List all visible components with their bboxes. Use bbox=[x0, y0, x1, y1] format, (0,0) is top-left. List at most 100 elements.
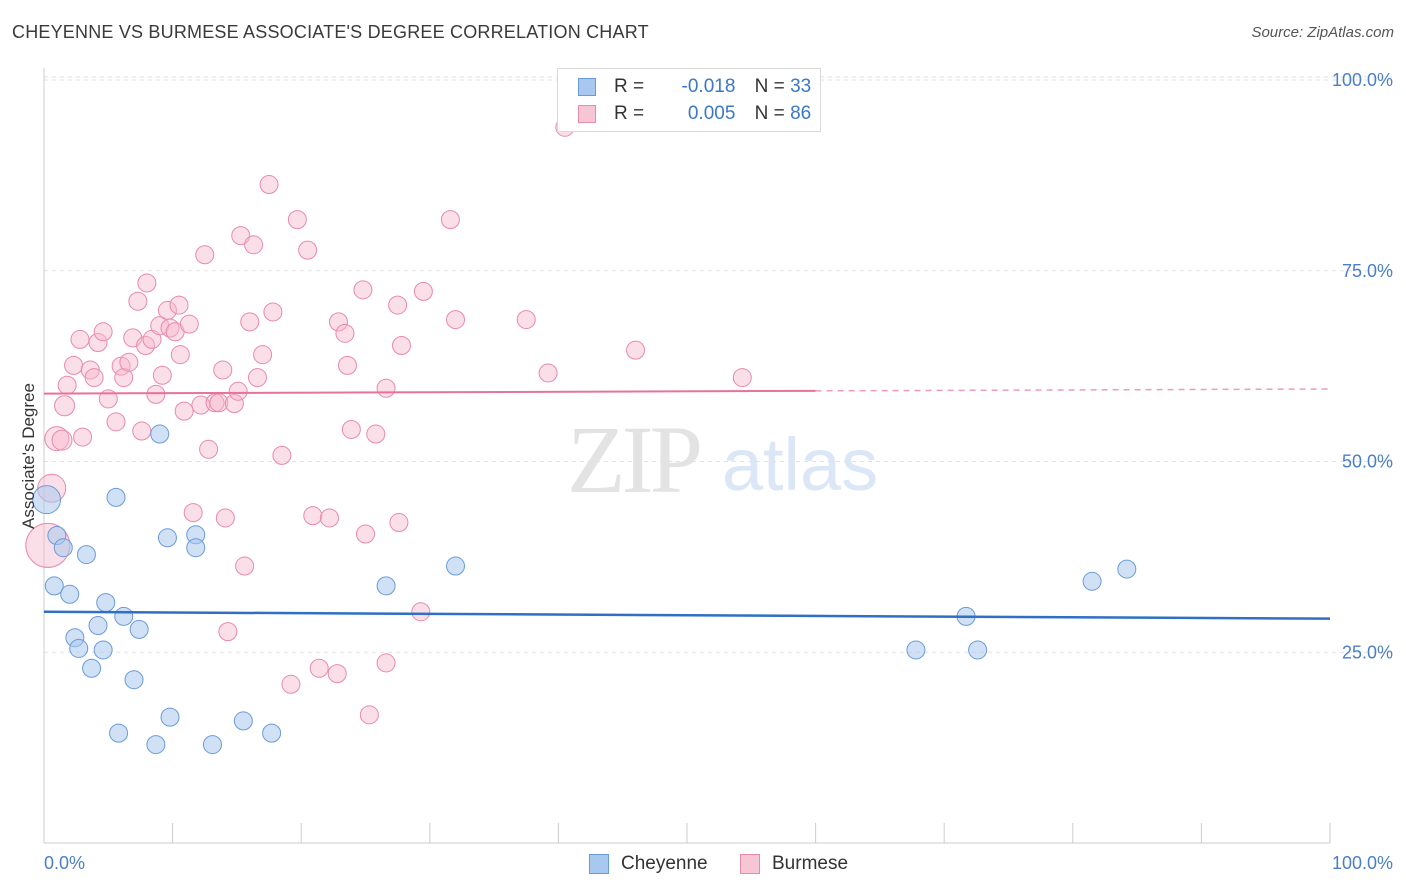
burmese-point bbox=[287, 210, 307, 230]
y-tick-label: 75.0% bbox=[1342, 261, 1393, 281]
y-tick-label: 50.0% bbox=[1342, 452, 1393, 472]
legend-r-value-burmese: 0.005 bbox=[687, 103, 736, 124]
watermark-atlas: atlas bbox=[722, 423, 878, 506]
cheyenne-point bbox=[150, 424, 170, 444]
burmese-point bbox=[213, 360, 233, 380]
cheyenne-point bbox=[124, 670, 144, 690]
burmese-point bbox=[98, 389, 118, 409]
legend-n-label: N = bbox=[754, 76, 785, 97]
burmese-point bbox=[335, 323, 355, 343]
burmese-legend-label: Burmese bbox=[772, 853, 849, 874]
burmese-point bbox=[106, 412, 126, 432]
burmese-point bbox=[215, 508, 235, 528]
burmese-point bbox=[137, 273, 157, 293]
y-tick-labels: 100.0% 75.0% 50.0% 25.0% bbox=[1332, 70, 1393, 662]
burmese-point bbox=[440, 210, 460, 230]
burmese-point bbox=[732, 368, 752, 388]
cheyenne-point bbox=[82, 658, 102, 678]
cheyenne-point bbox=[32, 485, 62, 515]
burmese-point bbox=[366, 424, 386, 444]
burmese-point bbox=[146, 384, 166, 404]
x-tick-label: 0.0% bbox=[44, 853, 85, 873]
y-axis-label: Associate's Degree bbox=[19, 383, 38, 529]
cheyenne-point bbox=[60, 584, 80, 604]
cheyenne-points bbox=[32, 424, 1137, 755]
cheyenne-point bbox=[129, 619, 149, 639]
burmese-point bbox=[341, 419, 361, 439]
burmese-point bbox=[93, 322, 113, 342]
burmese-point bbox=[119, 352, 139, 372]
y-tick-label: 100.0% bbox=[1332, 70, 1393, 90]
cheyenne-point bbox=[93, 640, 113, 660]
burmese-swatch bbox=[578, 105, 596, 123]
burmese-point bbox=[84, 368, 104, 388]
burmese-point bbox=[516, 310, 536, 330]
x-tick-labels: 0.0% 100.0% bbox=[44, 853, 1393, 873]
cheyenne-point bbox=[76, 545, 96, 565]
burmese-point bbox=[244, 235, 264, 255]
legend-r-label: R = bbox=[614, 76, 645, 97]
cheyenne-point bbox=[146, 735, 166, 755]
axes bbox=[43, 68, 1331, 844]
trend-lines bbox=[43, 388, 1331, 620]
burmese-point bbox=[298, 240, 318, 260]
burmese-legend-swatch bbox=[740, 854, 760, 874]
cheyenne-point bbox=[44, 576, 64, 596]
legend-n-label: N = bbox=[754, 103, 785, 124]
cheyenne-point bbox=[109, 723, 129, 743]
legend-r-label: R = bbox=[614, 103, 645, 124]
burmese-point bbox=[240, 312, 260, 332]
cheyenne-point bbox=[160, 707, 180, 727]
burmese-point bbox=[253, 345, 273, 365]
watermark: ZIP atlas bbox=[567, 406, 878, 513]
burmese-trend-line bbox=[43, 389, 816, 395]
burmese-point bbox=[626, 340, 646, 360]
legend-n-value-burmese: 86 bbox=[790, 103, 812, 124]
burmese-point bbox=[388, 295, 408, 315]
burmese-point bbox=[195, 245, 215, 265]
burmese-point bbox=[183, 503, 203, 523]
burmese-point bbox=[114, 368, 134, 388]
burmese-point bbox=[88, 332, 108, 352]
burmese-point bbox=[235, 556, 255, 576]
burmese-point bbox=[538, 363, 558, 383]
cheyenne-point bbox=[968, 640, 988, 660]
burmese-point bbox=[218, 622, 238, 642]
cheyenne-point bbox=[106, 487, 126, 507]
cheyenne-trend-line bbox=[43, 610, 1331, 620]
burmese-point bbox=[174, 401, 194, 421]
burmese-point bbox=[228, 381, 248, 401]
burmese-point bbox=[160, 318, 180, 338]
burmese-point bbox=[70, 329, 90, 349]
cheyenne-swatch bbox=[578, 78, 596, 96]
burmese-point bbox=[231, 226, 251, 246]
burmese-point bbox=[73, 427, 93, 447]
burmese-point bbox=[54, 395, 76, 417]
burmese-point bbox=[170, 345, 190, 365]
burmese-point bbox=[356, 524, 375, 544]
burmese-point bbox=[389, 513, 409, 533]
chart-title: CHEYENNE VS BURMESE ASSOCIATE'S DEGREE C… bbox=[12, 22, 649, 42]
burmese-point bbox=[319, 508, 339, 528]
burmese-point bbox=[259, 175, 279, 195]
burmese-point bbox=[57, 375, 77, 395]
burmese-point bbox=[224, 394, 244, 414]
burmese-point bbox=[281, 674, 301, 694]
cheyenne-legend-swatch bbox=[589, 854, 609, 874]
cheyenne-point bbox=[114, 606, 134, 626]
cheyenne-point bbox=[1117, 559, 1137, 579]
burmese-point bbox=[132, 421, 152, 441]
burmese-point bbox=[199, 439, 219, 459]
burmese-point bbox=[309, 658, 329, 678]
burmese-point bbox=[263, 302, 283, 322]
cheyenne-point bbox=[202, 735, 222, 755]
cheyenne-point bbox=[1082, 571, 1102, 591]
burmese-point bbox=[446, 310, 466, 330]
burmese-point bbox=[337, 355, 357, 375]
burmese-point bbox=[152, 365, 172, 385]
y-tick-label: 25.0% bbox=[1342, 642, 1393, 662]
cheyenne-point bbox=[376, 576, 396, 596]
cheyenne-point bbox=[262, 723, 282, 743]
correlation-legend: R = -0.018 N = 33 R = 0.005 N = 86 bbox=[557, 68, 821, 132]
cheyenne-point bbox=[88, 616, 108, 636]
